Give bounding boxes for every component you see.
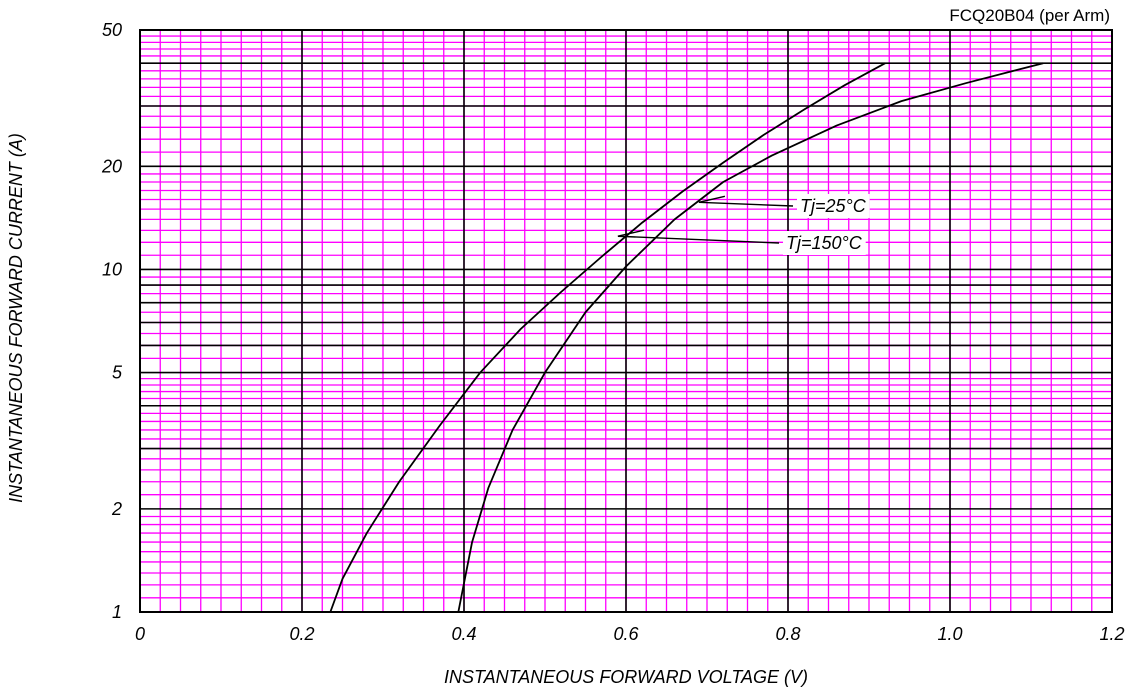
series-line-tj-25-c [457, 62, 1044, 613]
y-tick-label: 50 [102, 20, 122, 40]
series-line-tj-150-c [329, 62, 886, 613]
x-axis-title: INSTANTANEOUS FORWARD VOLTAGE (V) [444, 667, 808, 687]
y-tick-label: 10 [102, 259, 122, 279]
x-tick-labels: 0 0.2 0.4 0.6 0.8 1.0 1.2 [135, 624, 1125, 644]
x-tick-label: 1.2 [1099, 624, 1124, 644]
y-tick-label: 5 [112, 363, 123, 383]
annotation-leader-line [617, 235, 780, 244]
y-tick-labels: 1 2 5 10 20 50 [101, 20, 123, 622]
y-axis-title: INSTANTANEOUS FORWARD CURRENT (A) [6, 133, 26, 503]
x-tick-label: 0.4 [451, 624, 476, 644]
annotation-layer: Tj=25°C Tj=150°C [617, 194, 870, 255]
annotation-tick [698, 195, 726, 204]
chart-subtitle: FCQ20B04 (per Arm) [949, 6, 1110, 25]
y-tick-label: 1 [112, 602, 122, 622]
series-label: Tj=25°C [800, 196, 867, 216]
series-label: Tj=150°C [786, 233, 863, 253]
plot-frame [139, 29, 1113, 613]
y-tick-label: 20 [101, 156, 122, 176]
x-tick-label: 0 [135, 624, 145, 644]
annotation-label-bg [797, 194, 870, 218]
annotation-label-bg [783, 231, 866, 255]
x-tick-label: 1.0 [937, 624, 962, 644]
x-tick-label: 0.8 [775, 624, 800, 644]
major-grid [140, 30, 1112, 612]
series-layer [329, 62, 1044, 613]
annotation-tick [617, 229, 645, 237]
x-tick-label: 0.6 [613, 624, 639, 644]
y-tick-label: 2 [111, 499, 122, 519]
annotation-leader-line [698, 201, 794, 207]
x-tick-label: 0.2 [289, 624, 314, 644]
